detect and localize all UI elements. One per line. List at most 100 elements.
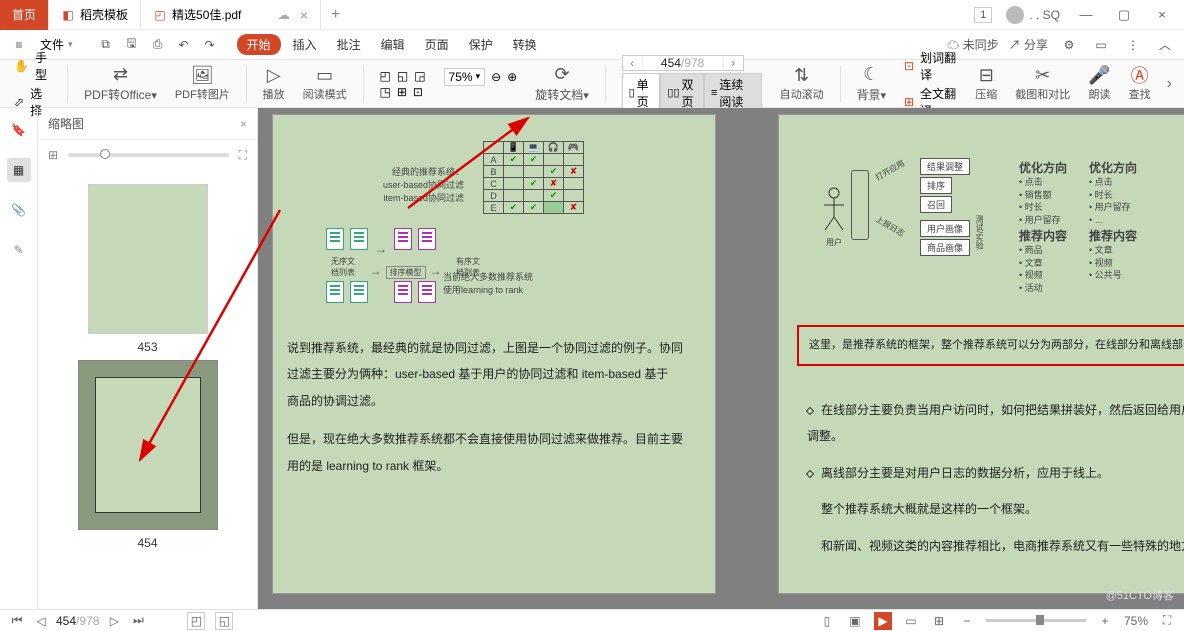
sb-view5-icon[interactable]: ⊞ (930, 612, 948, 630)
menu-page[interactable]: 页面 (417, 36, 457, 53)
icon-1[interactable]: ◰ (380, 69, 391, 83)
settings-icon[interactable]: ⚙ (1058, 34, 1080, 56)
save-icon[interactable]: 🖫 (121, 34, 143, 56)
thumbnail-454[interactable]: 454 (38, 360, 257, 550)
tool-play[interactable]: ▷播放 (257, 60, 291, 108)
zoom-combo[interactable]: 75%▾ (444, 68, 486, 86)
tab-file[interactable]: ◰ 精选50佳.pdf ☁ × (141, 0, 321, 30)
tool-to-office[interactable]: ⇄PDF转Office▾ (78, 60, 163, 108)
icon-2[interactable]: ◱ (397, 69, 408, 83)
tool-background[interactable]: ☾背景▾ (850, 60, 892, 108)
status-bar: ⏮ ◁ 454/978 ▷ ⏭ ◰ ◱ ▯ ▣ ▶ ▭ ⊞ − + 75% ⛶ (0, 609, 1184, 631)
diagram-label-log: 上报日志 (873, 214, 906, 240)
zoom-in-icon[interactable]: ⊕ (507, 70, 517, 84)
sb-next-icon[interactable]: ▷ (105, 612, 123, 630)
view-double[interactable]: ▯▯双页 (660, 73, 704, 113)
diagram-col-b: 优化方向 • 点击 • 时长 • 用户留存 • … (1089, 159, 1137, 226)
page-453: 经典的推荐系统： user-based协同过滤 item-based协同过滤 📱… (272, 114, 716, 594)
rail-signature-icon[interactable]: ✎ (7, 238, 31, 262)
thumb-expand-icon[interactable]: ⛶ (239, 148, 247, 163)
rail-bookmark-icon[interactable]: 🔖 (7, 118, 31, 142)
share-button[interactable]: ↗ 分享 (1009, 36, 1048, 53)
menu-convert[interactable]: 转换 (505, 36, 545, 53)
sb-zoom-in[interactable]: + (1096, 612, 1114, 630)
sb-icon-b[interactable]: ◱ (215, 612, 233, 630)
tool-pagenav: ‹ 454/978 › ▯单页 ▯▯双页 ≡连续阅读 (616, 60, 768, 108)
icon-4[interactable]: ◳ (380, 85, 391, 99)
redo-icon[interactable]: ↷ (199, 34, 221, 56)
menu-bar: ≡ 文件▾ ⧉ 🖫 ⎙ ↶ ↷ 开始 插入 批注 编辑 页面 保护 转换 ☁ 未… (0, 30, 1184, 60)
document-viewer[interactable]: 💬 经典的推荐系统： user-based协同过滤 item-based协同过滤… (258, 108, 1184, 609)
thumbnail-453[interactable]: 453 (38, 184, 257, 354)
notification-badge[interactable]: 1 (974, 7, 992, 23)
diagram-table: 📱💻🎧🎮 A✔✔ B✔✘ C✔✘ D✔ E✔✔✘ (483, 141, 584, 214)
diagram-phone (851, 170, 869, 240)
rail-thumbnails-icon[interactable]: ▦ (7, 158, 31, 182)
rail-attachment-icon[interactable]: 📎 (7, 198, 31, 222)
menu-insert[interactable]: 插入 (285, 36, 325, 53)
collapse-ribbon-icon[interactable]: ︿ (1154, 34, 1176, 56)
tool-to-image[interactable]: 🖼PDF转图片 (169, 60, 236, 108)
menu-annotate[interactable]: 批注 (329, 36, 369, 53)
menu-edit[interactable]: 编辑 (373, 36, 413, 53)
tab-new[interactable]: + (321, 0, 350, 30)
tool-word-translate[interactable]: ⊡划词翻译 (904, 49, 957, 83)
tool-screenshot[interactable]: ✂截图和对比 (1009, 60, 1076, 108)
window-close[interactable]: × (1150, 7, 1174, 22)
user-menu[interactable]: . . SQ (1006, 6, 1060, 24)
tab-close-icon[interactable]: × (300, 7, 308, 23)
sb-icon-a[interactable]: ◰ (187, 612, 205, 630)
thumbnail-list[interactable]: 453 454 (38, 170, 257, 609)
sb-view1-icon[interactable]: ▯ (818, 612, 836, 630)
help-icon[interactable]: ▭ (1090, 34, 1112, 56)
page-next-icon[interactable]: › (723, 56, 743, 70)
more-icon[interactable]: ⋮ (1122, 34, 1144, 56)
icon-6[interactable]: ⊡ (413, 85, 423, 99)
watermark: @51CTO博客 (1106, 587, 1174, 603)
thumb-grid-icon[interactable]: ⊞ (48, 148, 58, 162)
zoom-out-icon[interactable]: ⊖ (491, 70, 501, 84)
sb-page[interactable]: 454/978 (56, 614, 99, 628)
undo-icon[interactable]: ↶ (173, 34, 195, 56)
tab-home[interactable]: 首页 (0, 0, 49, 30)
view-continuous[interactable]: ≡连续阅读 (704, 73, 762, 113)
page-number-input[interactable]: 454/978 (643, 56, 723, 70)
diagram-test-label: 测试/实验 (974, 215, 985, 249)
tool-autoscroll[interactable]: ⇅自动滚动 (774, 60, 830, 108)
sb-first-icon[interactable]: ⏮ (8, 612, 26, 630)
tool-compress[interactable]: ⊟压缩 (969, 60, 1003, 108)
thumbnail-controls: ⊞ ⛶ (38, 140, 257, 170)
window-minimize[interactable]: — (1074, 7, 1098, 22)
thumbnail-title: 缩略图 (48, 115, 84, 132)
icon-3[interactable]: ◲ (414, 69, 425, 83)
page-prev-icon[interactable]: ‹ (623, 56, 643, 70)
sb-zoom-out[interactable]: − (958, 612, 976, 630)
tool-read-mode[interactable]: ▭阅读模式 (297, 60, 353, 108)
sb-last-icon[interactable]: ⏭ (129, 612, 147, 630)
sb-prev-icon[interactable]: ◁ (32, 612, 50, 630)
tool-rotate[interactable]: ⟳旋转文档▾ (529, 60, 595, 108)
avatar-icon (1006, 6, 1024, 24)
view-single[interactable]: ▯单页 (622, 73, 661, 113)
sb-fullscreen-icon[interactable]: ⛶ (1158, 612, 1176, 630)
toolbar-more-icon[interactable]: › (1163, 75, 1176, 93)
tab-template[interactable]: ◧ 稻壳模板 (49, 0, 141, 30)
print-icon[interactable]: ⎙ (147, 34, 169, 56)
menu-protect[interactable]: 保护 (461, 36, 501, 53)
sb-zoom-slider[interactable] (986, 619, 1086, 622)
sb-view2-icon[interactable]: ▣ (846, 612, 864, 630)
thumbnail-size-slider[interactable] (68, 153, 229, 157)
template-icon: ◧ (61, 8, 75, 22)
open-icon[interactable]: ⧉ (95, 34, 117, 56)
thumbnail-close-icon[interactable]: × (240, 117, 247, 131)
sb-view3-icon[interactable]: ▶ (874, 612, 892, 630)
menu-start[interactable]: 开始 (237, 34, 281, 55)
tool-readaloud[interactable]: 🎤朗读 (1082, 60, 1116, 108)
page-navigator[interactable]: ‹ 454/978 › (622, 55, 744, 71)
icon-5[interactable]: ⊞ (397, 85, 407, 99)
sb-view4-icon[interactable]: ▭ (902, 612, 920, 630)
tool-find[interactable]: Ⓐ查找 (1123, 60, 1157, 108)
tool-hand[interactable]: ✋手型 (14, 49, 51, 83)
window-restore[interactable]: ▢ (1112, 7, 1136, 23)
sb-zoom-value[interactable]: 75% (1124, 614, 1148, 628)
